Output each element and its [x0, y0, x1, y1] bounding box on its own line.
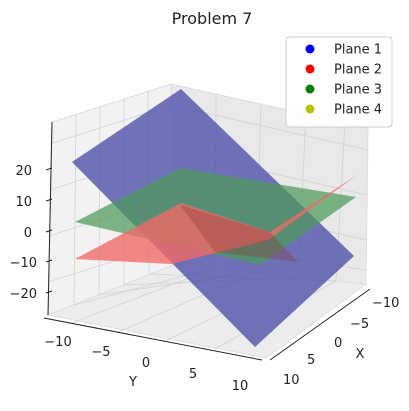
- y-tick-label: 5: [189, 367, 197, 382]
- y-axis-line: [43, 317, 263, 361]
- surfaces: [72, 89, 357, 347]
- x-axis-ticks: −10 −5 0 5 10: [283, 296, 399, 388]
- x-tick-label: 5: [307, 353, 315, 368]
- legend-label: Plane 1: [334, 43, 382, 58]
- z-tick-label: 20: [15, 164, 32, 179]
- legend-marker: [305, 64, 315, 74]
- y-tick-label: 0: [142, 356, 150, 371]
- legend-label: Plane 4: [334, 103, 382, 118]
- z-tick-marks: [45, 167, 53, 294]
- x-axis-label: X: [356, 347, 365, 362]
- x-tick-label: −10: [372, 296, 399, 311]
- z-tick-label: −20: [10, 287, 37, 302]
- y-tick-label: −5: [91, 345, 110, 360]
- axis-lines: [43, 121, 371, 361]
- legend: Plane 1 Plane 2 Plane 3 Plane 4: [285, 36, 393, 128]
- legend-marker: [305, 104, 315, 114]
- z-axis-ticks: 20 10 0 −10 −20: [10, 164, 37, 302]
- x-axis-line: [269, 288, 371, 361]
- plane-2-surface: [75, 175, 357, 264]
- plane-1-overlap: [180, 205, 298, 262]
- chart-title: Problem 7: [172, 9, 253, 28]
- y-tick-label: −10: [44, 335, 71, 350]
- x-tick-label: −5: [350, 317, 369, 332]
- y-axis-ticks: −10 −5 0 5 10: [44, 335, 248, 394]
- z-tick-label: 0: [24, 226, 32, 241]
- z-tick-label: 10: [15, 195, 32, 210]
- y-tick-label: 10: [232, 379, 249, 394]
- legend-box: [285, 36, 393, 128]
- z-tick-label: −10: [10, 256, 37, 271]
- z-axis-line: [47, 121, 53, 316]
- legend-marker: [305, 84, 315, 94]
- legend-label: Plane 2: [334, 63, 382, 78]
- x-tick-label: 10: [283, 373, 300, 388]
- legend-label: Plane 3: [334, 83, 382, 98]
- x-tick-label: 0: [334, 336, 342, 351]
- legend-marker: [305, 44, 315, 54]
- y-axis-label: Y: [128, 375, 137, 390]
